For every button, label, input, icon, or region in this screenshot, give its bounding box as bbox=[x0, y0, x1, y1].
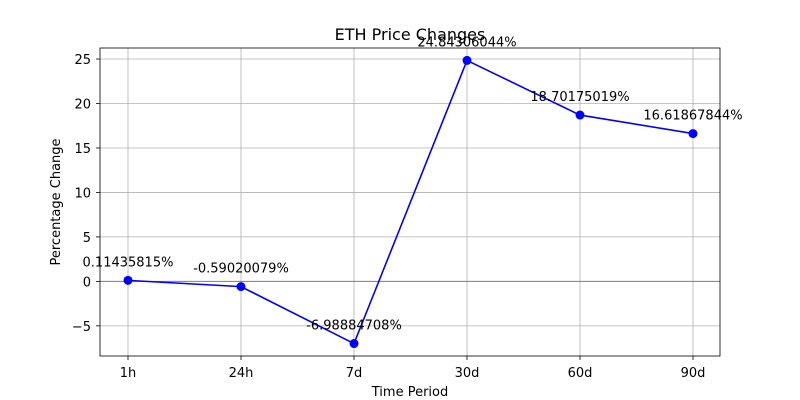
data-label: 16.61867844% bbox=[643, 109, 742, 124]
data-point bbox=[349, 339, 359, 349]
data-point bbox=[575, 110, 585, 120]
x-axis-label: Time Period bbox=[371, 385, 448, 400]
data-point bbox=[688, 129, 698, 139]
x-tick-label: 90d bbox=[681, 366, 706, 381]
data-point bbox=[462, 55, 472, 65]
y-tick-label: 5 bbox=[83, 231, 91, 246]
data-point bbox=[236, 282, 246, 292]
x-tick-label: 60d bbox=[568, 366, 593, 381]
y-tick-label: 15 bbox=[74, 142, 91, 157]
data-label: -6.98884708% bbox=[306, 319, 402, 334]
series-line bbox=[127, 59, 694, 345]
data-series bbox=[123, 55, 698, 349]
x-tick-label: 7d bbox=[346, 366, 363, 381]
y-axis-label: Percentage Change bbox=[49, 138, 64, 265]
data-label: 0.11435815% bbox=[83, 255, 174, 270]
data-label: -0.59020079% bbox=[193, 262, 289, 277]
data-label: 24.84306044% bbox=[417, 35, 516, 50]
axis-ticks: 1h 24h 7d 30d 60d 90d −5 0 5 10 15 20 25 bbox=[72, 53, 706, 381]
y-tick-label: 0 bbox=[83, 275, 91, 290]
x-tick-label: 30d bbox=[455, 366, 480, 381]
chart-title: ETH Price Changes bbox=[335, 25, 486, 44]
y-tick-label: 10 bbox=[74, 186, 91, 201]
grid bbox=[100, 48, 720, 356]
y-tick-label: 25 bbox=[74, 53, 91, 68]
plot-area-frame bbox=[99, 47, 721, 357]
data-labels: 0.11435815% -0.59020079% -6.98884708% 24.84… bbox=[83, 35, 743, 333]
data-point bbox=[123, 275, 133, 285]
x-tick-label: 24h bbox=[229, 366, 254, 381]
x-tick-label: 1h bbox=[120, 366, 137, 381]
data-label: 18.70175019% bbox=[530, 90, 629, 105]
y-tick-label: −5 bbox=[72, 320, 91, 335]
y-tick-label: 20 bbox=[74, 97, 91, 112]
